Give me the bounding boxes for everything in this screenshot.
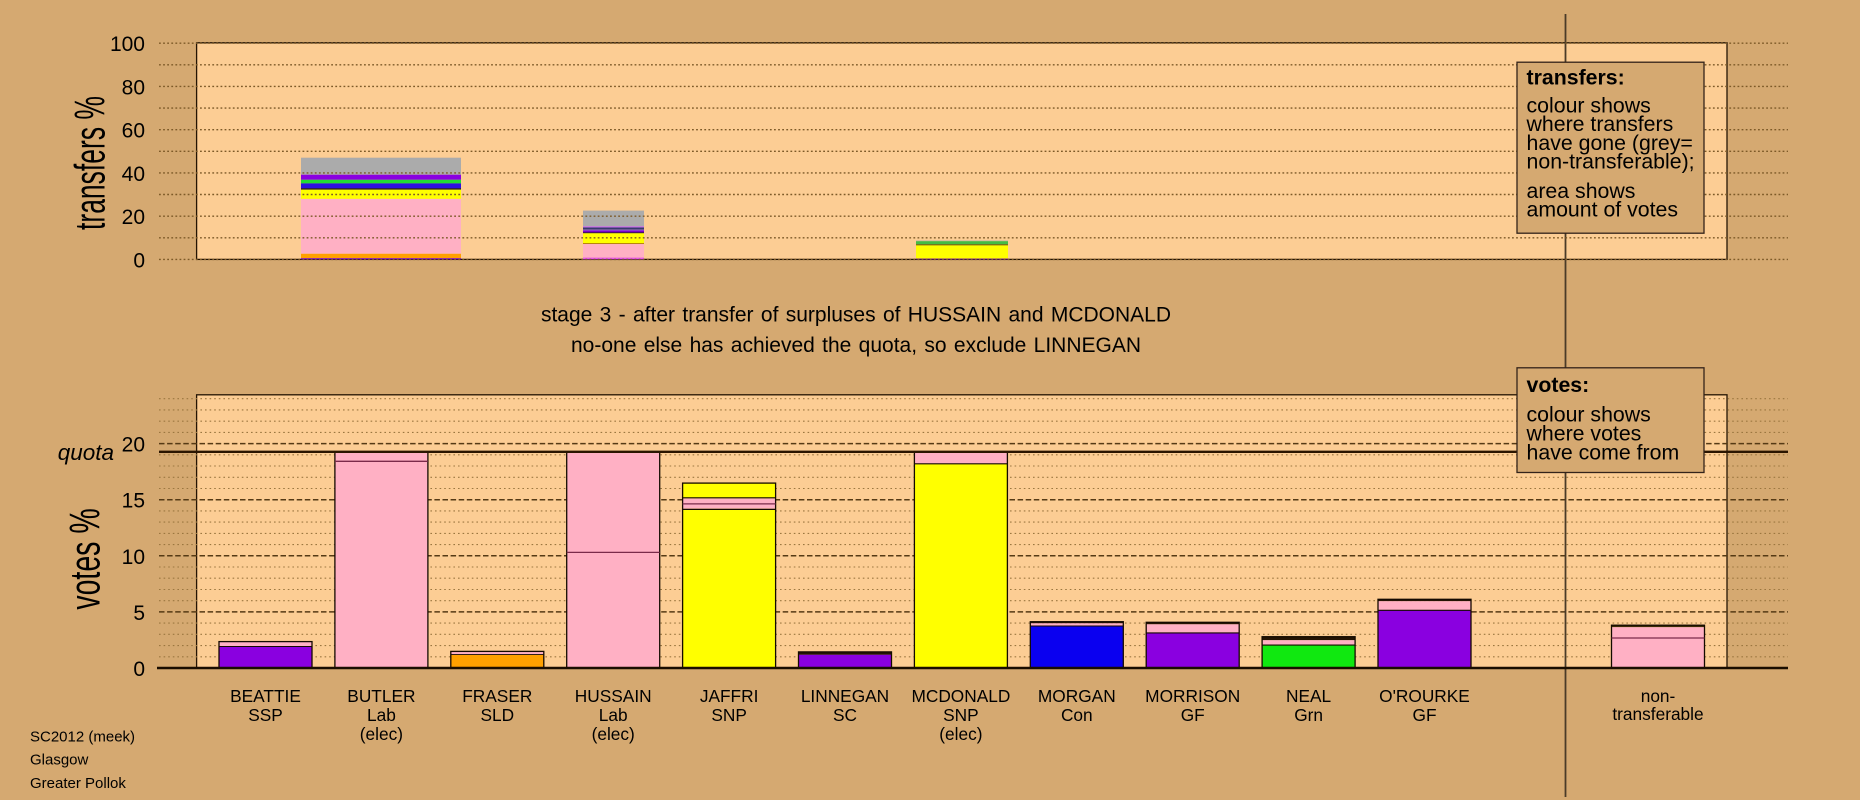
svg-text:5: 5 [133,602,145,625]
svg-text:transfers %: transfers % [67,96,114,230]
svg-text:0: 0 [133,658,145,681]
svg-text:have gone (grey=: have gone (grey= [1527,131,1693,155]
svg-text:non-transferable);: non-transferable); [1527,150,1695,174]
svg-text:colour shows: colour shows [1527,403,1651,427]
svg-text:15: 15 [122,490,145,513]
svg-text:Greater Pollok: Greater Pollok [30,775,126,792]
svg-text:100: 100 [110,33,145,56]
svg-text:40: 40 [122,163,145,186]
svg-text:Lab: Lab [367,705,396,725]
svg-text:votes:: votes: [1527,373,1590,397]
svg-text:SSP: SSP [248,705,283,725]
svg-text:area shows: area shows [1527,179,1636,203]
svg-text:0: 0 [133,249,145,272]
svg-text:NEAL: NEAL [1286,686,1332,706]
svg-text:Con: Con [1061,705,1093,725]
svg-text:Grn: Grn [1294,705,1323,725]
svg-text:SNP: SNP [711,705,747,725]
svg-text:(elec): (elec) [939,724,982,744]
svg-text:SC2012 (meek): SC2012 (meek) [30,729,135,746]
svg-text:MORGAN: MORGAN [1038,686,1116,706]
svg-text:transferable: transferable [1612,704,1703,724]
svg-text:MCDONALD: MCDONALD [911,686,1010,706]
svg-text:where transfers: where transfers [1526,112,1674,136]
svg-text:10: 10 [122,546,145,569]
svg-text:Lab: Lab [599,705,628,725]
svg-text:BUTLER: BUTLER [347,686,415,706]
svg-text:stage 3 - after transfer of su: stage 3 - after transfer of surpluses of… [541,304,1171,327]
svg-text:JAFFRI: JAFFRI [700,686,759,706]
svg-text:GF: GF [1181,705,1205,725]
svg-text:O'ROURKE: O'ROURKE [1379,686,1470,706]
svg-text:20: 20 [122,434,145,457]
svg-text:amount of votes: amount of votes [1527,198,1679,222]
svg-text:(elec): (elec) [592,724,635,744]
svg-text:Glasgow: Glasgow [30,752,89,769]
svg-text:colour shows: colour shows [1527,94,1651,118]
svg-text:quota: quota [58,440,114,465]
svg-text:no-one else has achieved the q: no-one else has achieved the quota, so e… [571,334,1141,357]
svg-text:SNP: SNP [943,705,979,725]
svg-text:GF: GF [1413,705,1437,725]
svg-text:80: 80 [122,76,145,99]
svg-text:LINNEGAN: LINNEGAN [801,686,889,706]
svg-text:have come from: have come from [1527,440,1680,464]
svg-text:60: 60 [122,120,145,143]
svg-text:20: 20 [122,206,145,229]
svg-text:votes %: votes % [61,508,109,609]
svg-text:non-: non- [1641,686,1676,706]
svg-text:transfers:: transfers: [1527,65,1625,89]
svg-text:MORRISON: MORRISON [1145,686,1240,706]
svg-text:(elec): (elec) [360,724,403,744]
svg-text:FRASER: FRASER [462,686,532,706]
svg-text:BEATTIE: BEATTIE [230,686,301,706]
svg-text:where votes: where votes [1526,422,1642,446]
svg-text:SLD: SLD [480,705,514,725]
svg-text:HUSSAIN: HUSSAIN [575,686,652,706]
svg-text:SC: SC [833,705,857,725]
